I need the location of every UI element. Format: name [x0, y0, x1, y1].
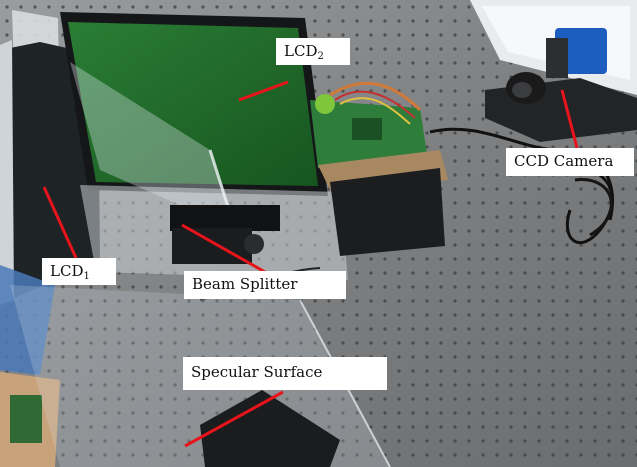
surface-mount [200, 390, 340, 467]
lcd2-screen [68, 22, 318, 186]
black-block [330, 168, 445, 256]
pointer-ccd-camera [560, 89, 579, 149]
label-specular-surface: Specular Surface [183, 357, 387, 390]
pointer-specular-surface [184, 390, 284, 448]
label-lcd2: LCD2 [276, 38, 350, 65]
label-beam-splitter: Beam Splitter [184, 271, 346, 299]
beam-splitter-glass [70, 62, 236, 230]
label-lcd1: LCD1 [42, 258, 116, 285]
label-ccd-camera: CCD Camera [506, 148, 634, 176]
blue-book [0, 265, 55, 375]
pointer-lcd2 [238, 80, 289, 102]
pointer-beam-splitter [181, 223, 266, 274]
splitter-mount [170, 205, 280, 231]
pointer-lcd1 [42, 186, 78, 259]
